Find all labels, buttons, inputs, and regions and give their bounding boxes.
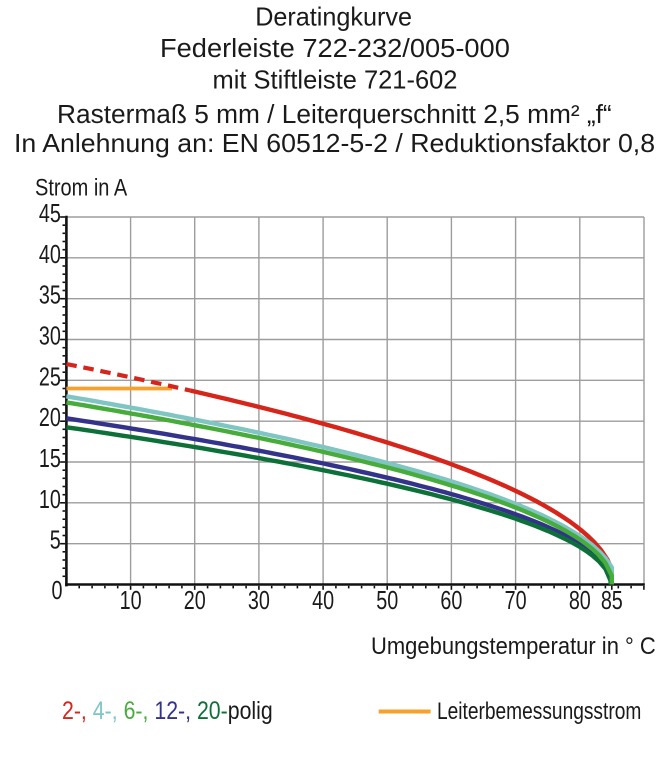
- svg-text:40: 40: [312, 585, 334, 614]
- svg-text:40: 40: [39, 239, 61, 268]
- svg-text:5: 5: [50, 525, 61, 554]
- svg-text:50: 50: [376, 585, 398, 614]
- svg-text:Rastermaß 5 mm / Leiterquersch: Rastermaß 5 mm / Leiterquerschnitt 2,5 m…: [57, 99, 612, 129]
- svg-text:35: 35: [39, 280, 61, 309]
- svg-text:2-, 4-, 6-, 12-, 20-polig: 2-, 4-, 6-, 12-, 20-polig: [62, 696, 273, 724]
- svg-text:Umgebungstemperatur in ° C: Umgebungstemperatur in ° C: [371, 632, 656, 659]
- svg-text:45: 45: [39, 198, 61, 227]
- svg-text:15: 15: [39, 443, 61, 472]
- svg-text:10: 10: [120, 585, 142, 614]
- svg-text:20: 20: [184, 585, 206, 614]
- svg-text:Federleiste 722-232/005-000: Federleiste 722-232/005-000: [160, 34, 510, 63]
- svg-text:Leiterbemessungsstrom: Leiterbemessungsstrom: [437, 697, 641, 725]
- svg-text:60: 60: [440, 585, 462, 614]
- svg-text:mit Stiftleiste 721-602: mit Stiftleiste 721-602: [213, 66, 458, 94]
- svg-text:80: 80: [569, 585, 591, 614]
- svg-text:30: 30: [248, 585, 270, 614]
- svg-text:10: 10: [39, 484, 61, 513]
- svg-text:70: 70: [505, 585, 527, 614]
- svg-text:Strom in A: Strom in A: [35, 174, 127, 201]
- svg-text:20: 20: [39, 403, 61, 432]
- svg-text:25: 25: [39, 362, 61, 391]
- svg-text:85: 85: [601, 585, 623, 614]
- svg-text:In Anlehnung an: EN 60512-5-2: In Anlehnung an: EN 60512-5-2 / Reduktio…: [14, 128, 655, 158]
- svg-text:30: 30: [39, 321, 61, 350]
- svg-text:Deratingkurve: Deratingkurve: [255, 3, 412, 31]
- svg-text:0: 0: [52, 575, 63, 604]
